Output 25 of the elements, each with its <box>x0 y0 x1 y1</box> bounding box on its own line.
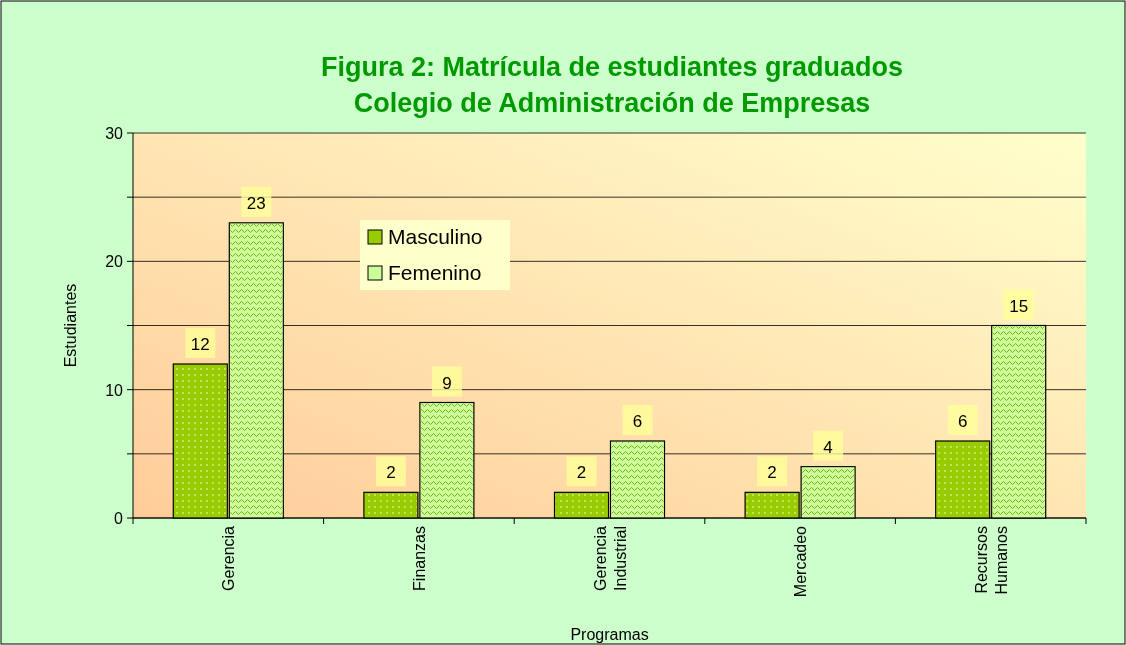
data-label: 2 <box>386 463 396 483</box>
x-tick-label: Gerencia Industrial <box>591 525 629 591</box>
legend-label: Masculino <box>388 225 483 248</box>
data-label: 15 <box>1009 296 1029 316</box>
y-tick-label: 10 <box>105 381 124 399</box>
y-axis-title: Estudiantes <box>62 283 79 368</box>
data-label: 9 <box>442 373 452 393</box>
data-label: 23 <box>246 193 266 213</box>
chart-title: Figura 2: Matrícula de estudiantes graduados <box>320 52 904 82</box>
x-tick-label: Finanzas <box>410 526 428 591</box>
data-label: 2 <box>767 463 777 483</box>
data-label: 6 <box>957 412 968 431</box>
x-tick-label: Gerencia <box>220 525 238 591</box>
x-axis-title: Programas <box>570 626 649 643</box>
y-tick-label: 0 <box>114 510 124 527</box>
y-tick-label: 30 <box>105 125 124 142</box>
data-label: 2 <box>576 463 587 483</box>
y-tick-label: 20 <box>105 253 124 271</box>
data-label: 6 <box>632 412 643 431</box>
x-tick-label: Recursos Humanos <box>972 526 1010 595</box>
chart-subtitle: Colegio de Administración de Empresas <box>353 88 871 118</box>
legend-label: Femenino <box>388 261 482 284</box>
x-tick-label: Mercadeo <box>792 525 810 598</box>
data-label: 12 <box>190 335 210 354</box>
data-label: 4 <box>823 437 833 457</box>
